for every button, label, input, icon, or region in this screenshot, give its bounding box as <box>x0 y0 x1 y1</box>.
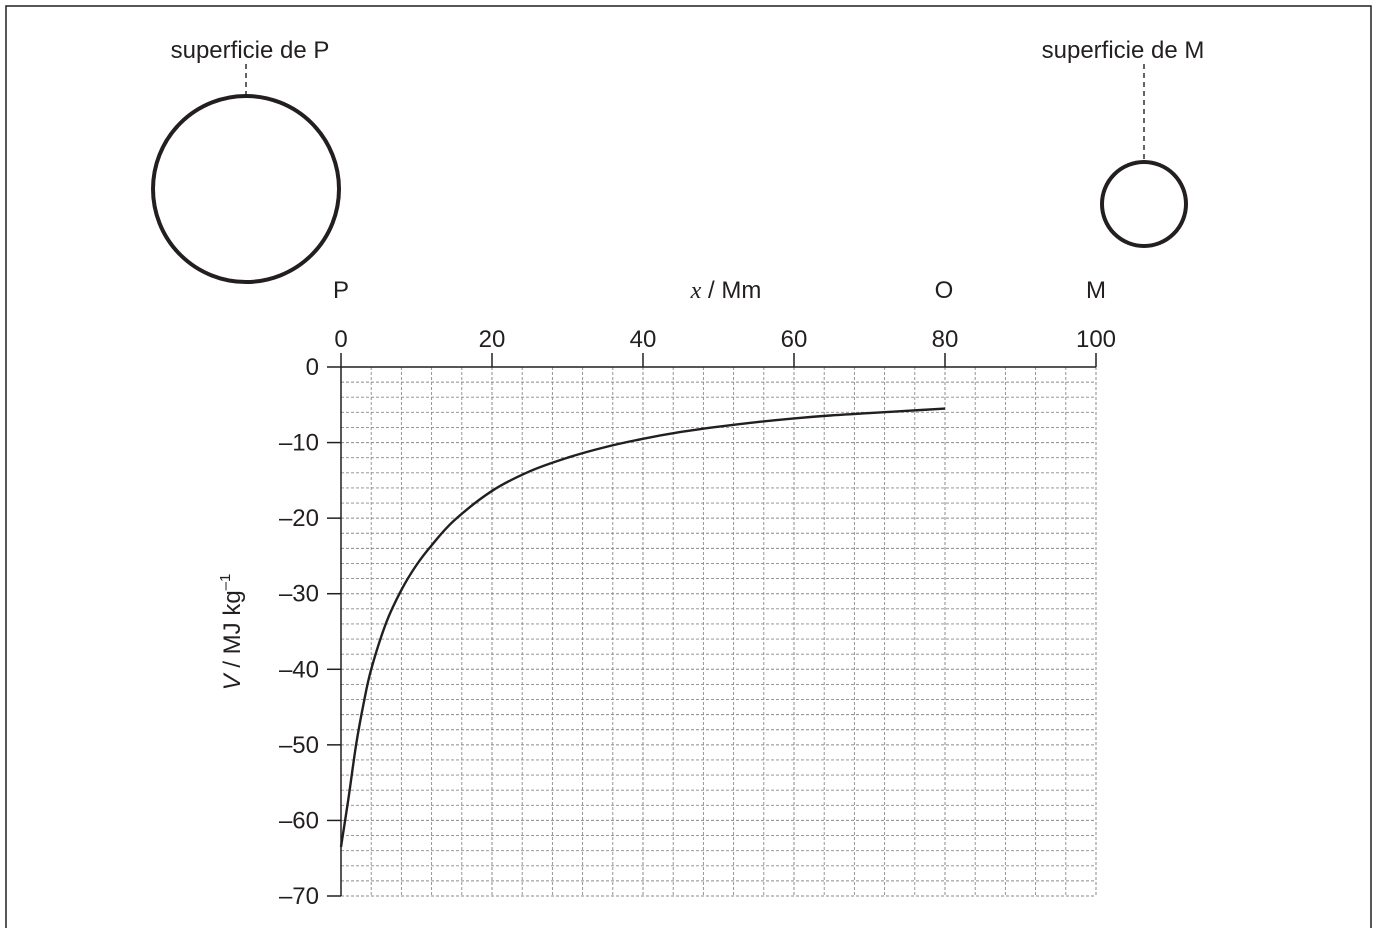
y-tick-label: –70 <box>279 883 319 910</box>
y-tick-label: –60 <box>279 807 319 834</box>
planet-p-circle <box>151 94 341 284</box>
point-o-label: O <box>935 277 954 304</box>
x-tick-label: 80 <box>932 326 959 353</box>
curve-layer <box>339 407 946 848</box>
y-axis-unit: / MJ kg <box>219 590 246 674</box>
x-tick-label: 20 <box>479 326 506 353</box>
y-tick-label: –40 <box>279 656 319 683</box>
point-m-label: M <box>1086 277 1106 304</box>
grid <box>341 367 1097 897</box>
y-tick-label: –50 <box>279 732 319 759</box>
planet-m-circle <box>1100 160 1188 248</box>
surface-m-label: superficie de M <box>1042 37 1205 64</box>
y-axis-title: V / MJ kg–1 <box>217 574 246 691</box>
axes: 0 20 40 60 80 100 0 –10 –20 –30 –40 –50 –60 –70 <box>279 326 1116 910</box>
y-tick-label: 0 <box>306 354 319 381</box>
x-tick-label: 100 <box>1076 326 1116 353</box>
y-axis-var: V <box>219 672 246 690</box>
x-axis-title: x / Mm <box>690 277 762 304</box>
surface-p-label: superficie de P <box>171 37 330 64</box>
y-tick-label: –20 <box>279 505 319 532</box>
x-tick-label: 60 <box>781 326 808 353</box>
x-axis-var: x <box>690 278 702 304</box>
y-tick-label: –10 <box>279 430 319 457</box>
x-axis-unit: / Mm <box>701 277 761 304</box>
y-axis-exp: –1 <box>217 574 234 591</box>
point-p-label: P <box>333 277 349 304</box>
y-tick-label: –30 <box>279 581 319 608</box>
figure-frame <box>5 5 1372 933</box>
x-tick-label: 40 <box>630 326 657 353</box>
potential-curve <box>339 407 946 848</box>
x-tick-label: 0 <box>334 326 347 353</box>
